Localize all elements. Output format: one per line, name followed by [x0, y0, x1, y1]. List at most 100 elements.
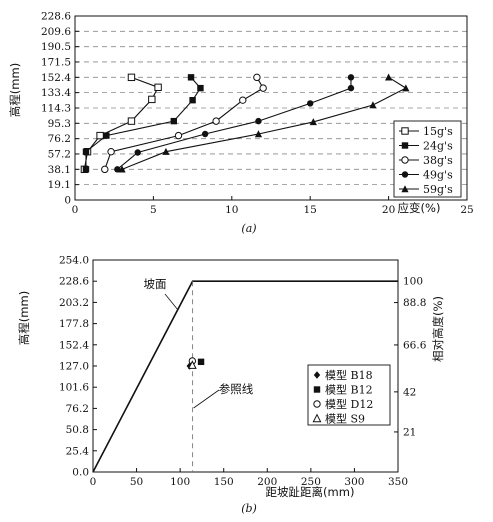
chart-a-ytick-label: 152.4: [41, 72, 71, 84]
chart-a-point: [197, 84, 204, 92]
chart-a-ytick-label: 95.3: [48, 118, 71, 130]
chart-b-ytick-label: 25.4: [66, 445, 90, 457]
chart-a-legend-marker: [401, 127, 409, 135]
chart-a-point: [201, 130, 209, 138]
chart-a-point: [239, 96, 247, 104]
chart-a-point: [154, 83, 162, 92]
chart-b-xlabel: 距坡趾距离(mm): [266, 485, 355, 499]
chart-a-point: [127, 117, 136, 125]
chart-a-xtick-label: 20: [382, 204, 395, 216]
chart-b-ytick-label: 228.6: [59, 276, 89, 288]
chart-a-legend-label: 24g's: [423, 140, 453, 153]
chart-a-point: [127, 73, 136, 82]
chart-b-xtick-label: 300: [344, 476, 364, 488]
chart-a-point: [82, 166, 90, 173]
chart-a-caption: (a): [241, 222, 256, 235]
chart-b-reference-leader: [193, 389, 220, 409]
chart-a-ytick-label: 190.5: [41, 41, 71, 53]
chart-a-point: [162, 147, 170, 155]
chart-b-y2tick-label: 88.8: [403, 297, 426, 309]
chart-a-point: [307, 100, 314, 107]
chart-a-ytick-label: 114.3: [41, 103, 71, 115]
chart-b-y2tick-label: 100: [403, 276, 423, 288]
chart-a-point: [103, 132, 110, 139]
chart-a-point: [347, 74, 355, 81]
chart-b: 0.0 25.4 50.8 76.2 101.6 127.0 152.4 177.8 203.2…: [17, 255, 445, 516]
chart-a-point: [101, 165, 109, 174]
chart-b-legend-label: 模型 S9: [325, 412, 365, 426]
chart-a-point: [253, 73, 261, 82]
chart-b-ytick-label: 50.8: [66, 424, 89, 436]
chart-b-point: [187, 360, 197, 369]
chart-a-ticks: 0 19.1 38.1 57.2 76.2 95.3 114.3 133.4 152.4 171.…: [41, 11, 474, 217]
chart-b-ytick-label: 254.0: [59, 255, 89, 267]
chart-b-legend-label: 模型 B18: [325, 368, 373, 382]
chart-b-xtick-label: 350: [388, 476, 408, 488]
chart-a-xlabel: 应变(%): [398, 201, 441, 215]
chart-b-y2tick-label: 21: [403, 426, 416, 438]
chart-b-ytick-label: 101.6: [59, 382, 89, 394]
chart-a-ylabel: 高程(mm): [8, 63, 22, 117]
chart-b-legend-marker: [313, 386, 321, 393]
chart-a-point: [96, 131, 104, 140]
chart-a-legend-label: 38g's: [423, 154, 453, 167]
chart-a-legend-marker: [401, 171, 409, 178]
chart-a-ytick-label: 209.6: [41, 26, 71, 38]
chart-b-xtick-label: 0: [90, 476, 97, 488]
chart-b-xtick-label: 100: [170, 476, 190, 488]
chart-a-point: [174, 131, 183, 140]
chart-b-legend-label: 模型 D12: [325, 397, 373, 411]
chart-b-legend-box: [307, 364, 391, 426]
chart-a-ytick-label: 228.6: [41, 11, 71, 23]
chart-b-reference-label: 参照线: [219, 382, 254, 396]
chart-a-xtick-label: 10: [225, 204, 238, 216]
chart-a-point: [107, 148, 115, 156]
chart-b-slope-label: 坡面: [144, 277, 167, 291]
chart-a-point: [212, 117, 220, 125]
chart-b-caption: (b): [241, 502, 257, 515]
chart-a-point: [170, 117, 177, 125]
chart-a-legend-label: 59g's: [423, 183, 453, 196]
chart-a-point: [148, 95, 156, 104]
chart-b-xtick-label: 250: [301, 476, 321, 488]
chart-a-point: [134, 149, 141, 156]
chart-a-legend-marker: [401, 142, 409, 149]
chart-b-ytick-label: 0.0: [72, 467, 89, 479]
chart-a-legend-marker: [401, 156, 409, 164]
chart-a: 0 19.1 38.1 57.2 76.2 95.3 114.3 133.4 152.4 171.…: [8, 11, 474, 236]
chart-a-legend-label: 49g's: [423, 169, 453, 182]
chart-b-ticks: 0.0 25.4 50.8 76.2 101.6 127.0 152.4 177.8 203.2…: [59, 255, 427, 489]
chart-a-point: [187, 74, 195, 81]
chart-a-ytick-label: 57.2: [48, 148, 71, 160]
chart-b-legend-marker: [312, 413, 322, 423]
chart-a-point: [369, 101, 377, 109]
chart-a-point: [114, 166, 121, 173]
chart-a-point: [255, 117, 262, 125]
chart-a-ytick-label: 171.5: [41, 56, 71, 68]
chart-a-point: [82, 148, 90, 155]
chart-a-point: [309, 118, 317, 126]
chart-b-y2tick-label: 66.6: [403, 339, 427, 351]
chart-a-ytick-label: 76.2: [48, 133, 71, 145]
chart-b-y2label: 相对高度(%): [431, 296, 445, 362]
chart-a-point: [347, 84, 355, 92]
chart-b-legend-label: 模型 B12: [325, 383, 373, 397]
chart-a-xtick-label: 5: [150, 204, 157, 216]
chart-a-xtick-label: 0: [72, 204, 79, 216]
chart-a-ytick-label: 19.1: [48, 179, 71, 191]
chart-b-ytick-label: 203.2: [59, 297, 89, 309]
chart-b-ytick-label: 127.0: [59, 361, 89, 373]
chart-a-xtick-label: 25: [460, 204, 473, 216]
chart-b-xtick-label: 50: [130, 476, 143, 488]
chart-a-ytick-label: 38.1: [48, 164, 71, 176]
chart-a-ytick-label: 133.4: [41, 87, 71, 99]
chart-b-xtick-label: 200: [257, 476, 277, 488]
chart-a-point: [385, 73, 393, 81]
chart-b-series: [186, 357, 205, 370]
chart-b-ytick-label: 177.8: [59, 318, 89, 330]
chart-a-legend-marker: [401, 185, 409, 193]
chart-b-y2tick-label: 42: [403, 386, 416, 398]
